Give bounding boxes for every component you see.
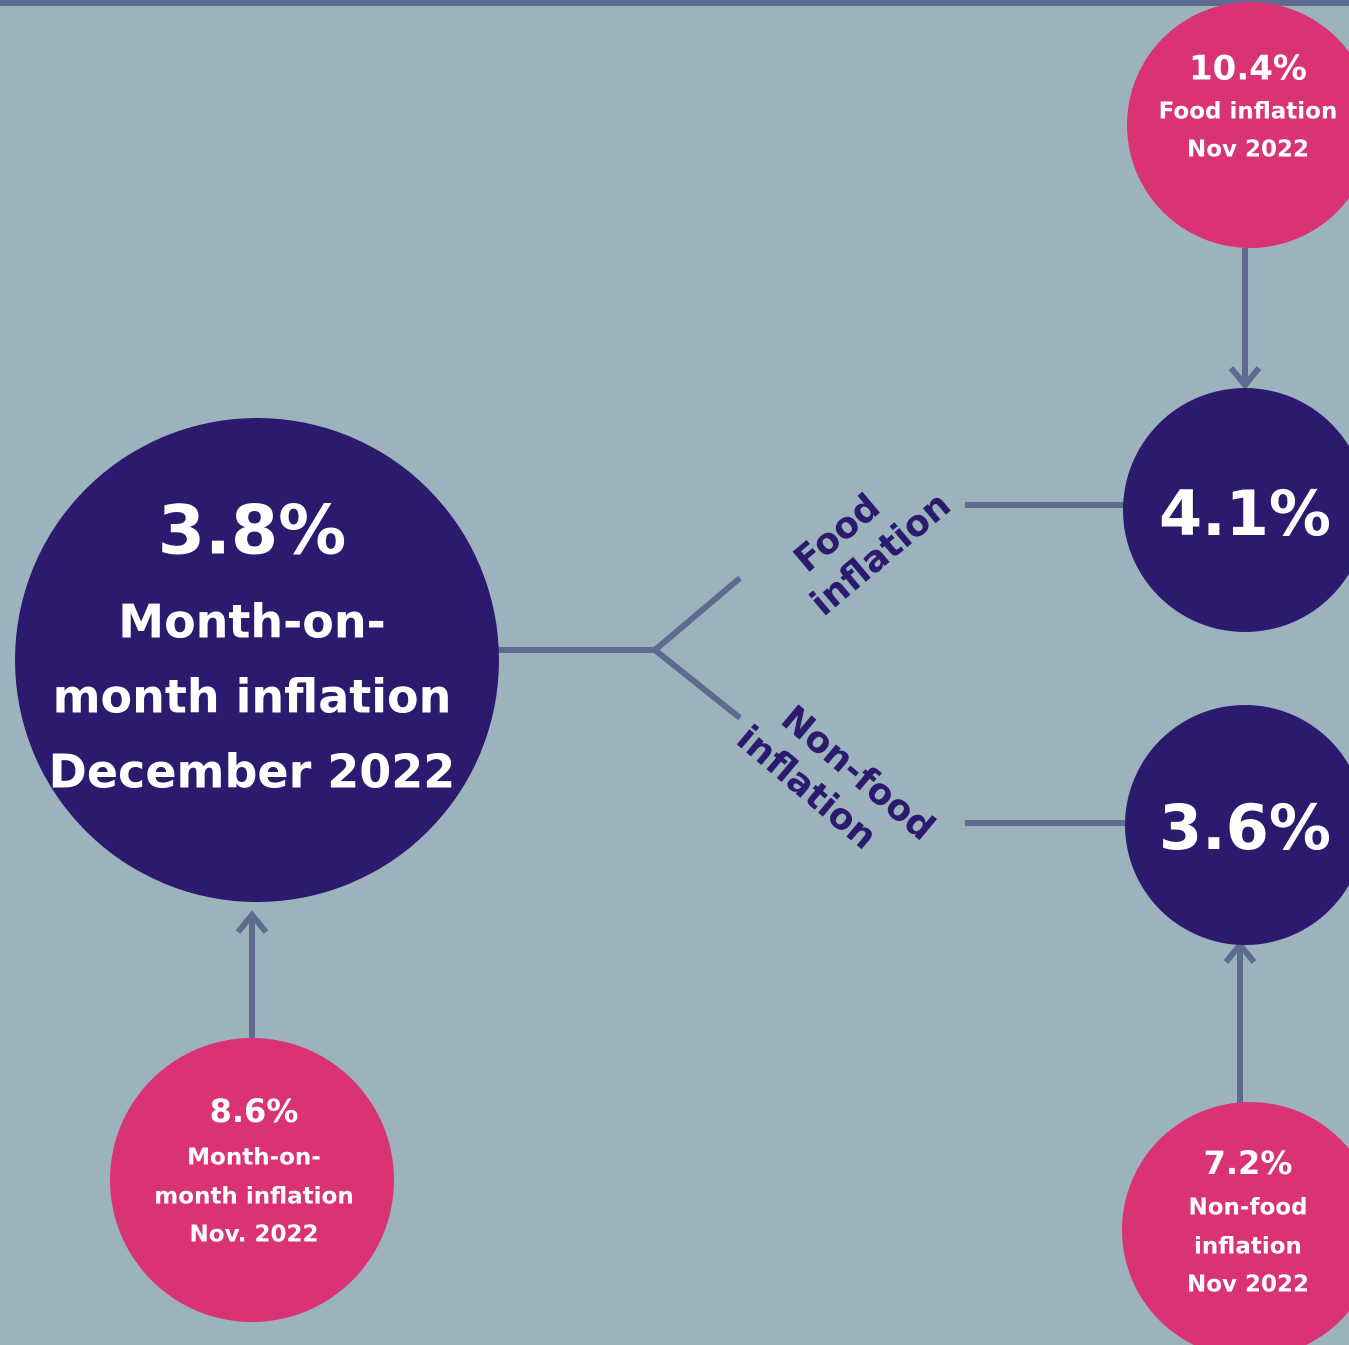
label: Month-on- [118,595,385,649]
branch-label: Food inflation [786,484,958,624]
main-circle [15,418,499,902]
connectors [235,248,1262,1108]
branch-line [495,575,742,653]
arrow-head [235,910,269,934]
branch-label: Non-food inflation [729,698,943,858]
top-bar [0,0,1349,6]
label: Nov. 2022 [190,1222,319,1248]
label: Month-on- [187,1145,321,1171]
value: 10.4% [1189,49,1307,89]
nonfood-prev-circle [1122,1102,1349,1345]
label: Non-food [1188,1195,1307,1221]
label: inflation [1194,1234,1302,1260]
label: December 2022 [49,745,456,799]
label: month inflation [154,1184,353,1210]
label: Nov 2022 [1187,137,1309,163]
label: Food inflation [1159,99,1338,125]
value: 3.8% [158,492,347,571]
value: 3.6% [1159,791,1331,864]
food-prev-circle [1127,2,1349,248]
value: 7.2% [1204,1144,1293,1182]
food-circle [1123,388,1349,632]
value: 4.1% [1159,477,1331,550]
label: Nov 2022 [1187,1272,1309,1298]
label: month inflation [53,670,452,724]
arrow-head [1223,940,1257,964]
main-prev-circle [110,1038,394,1322]
value: 8.6% [210,1092,299,1130]
branch-line [653,647,742,721]
arrow-head [1228,366,1262,390]
nonfood-circle [1125,705,1349,945]
